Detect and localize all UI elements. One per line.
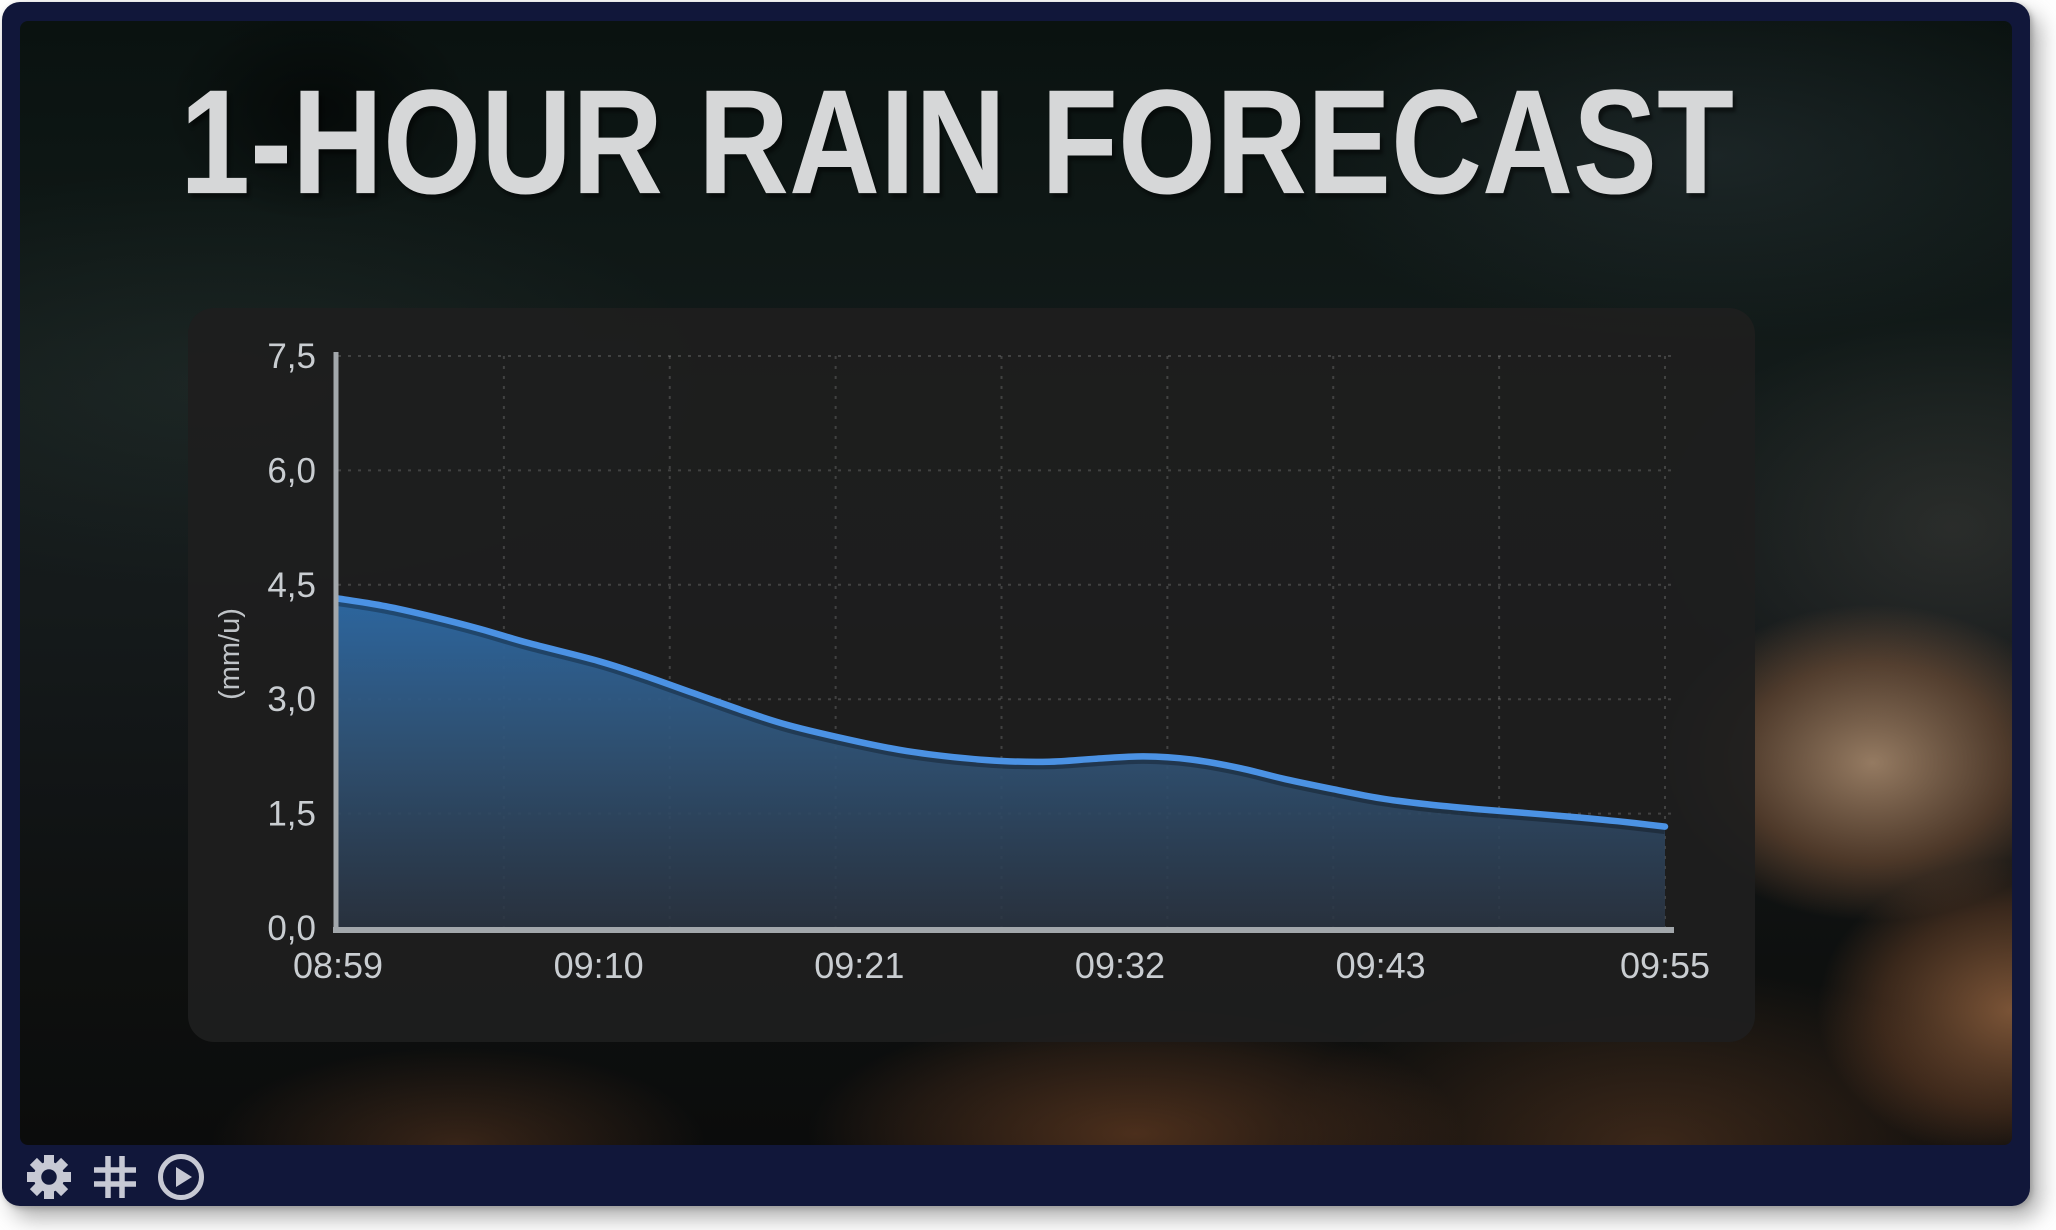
y-tick-label: 3,0: [267, 680, 316, 719]
y-tick-label: 6,0: [267, 451, 316, 490]
bottom-toolbar: [24, 1150, 206, 1204]
x-tick-label: 09:32: [1075, 945, 1165, 986]
rain-forecast-chart-panel: 0,0 1,5 3,0 4,5 6,0 7,5 08:59 09:10 09:21 09:32 09…: [188, 308, 1755, 1042]
x-tick-label: 09:55: [1620, 945, 1710, 986]
page-title: 1-HOUR RAIN FORECAST: [180, 58, 1735, 225]
y-axis-unit-label: (mm/u): [214, 608, 246, 700]
settings-gear-icon[interactable]: [24, 1152, 74, 1202]
y-tick-label: 0,0: [267, 909, 316, 948]
y-tick-label: 4,5: [267, 566, 316, 605]
rain-line: [334, 595, 1669, 830]
window-frame: 1-HOUR RAIN FORECAST 0,0 1,5 3,0 4,5 6,0 7,5 0…: [2, 2, 2030, 1206]
x-tick-label: 09:21: [814, 945, 904, 986]
y-tick-label: 7,5: [267, 337, 316, 376]
grid-icon[interactable]: [91, 1153, 139, 1201]
y-tick-label: 1,5: [267, 795, 316, 834]
x-tick-label: 09:10: [554, 945, 644, 986]
play-circle-icon[interactable]: [156, 1152, 206, 1202]
x-tick-label: 09:43: [1336, 945, 1426, 986]
x-tick-label: 08:59: [293, 945, 383, 986]
rain-forecast-area-chart: 0,0 1,5 3,0 4,5 6,0 7,5 08:59 09:10 09:21 09:32 09…: [214, 337, 1710, 986]
